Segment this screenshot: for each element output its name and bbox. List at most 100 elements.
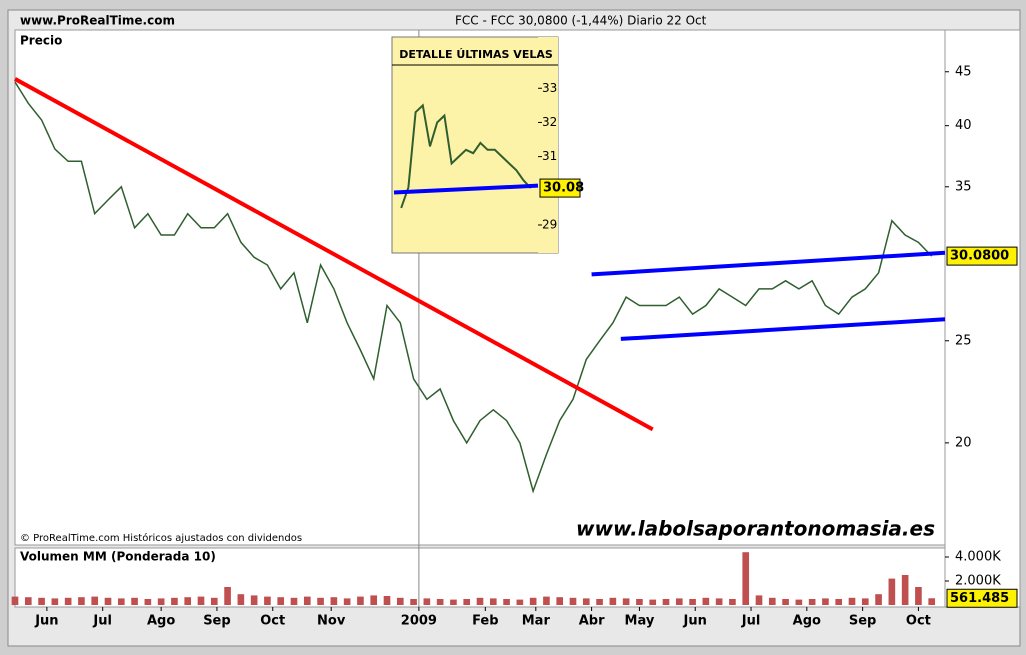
x-tick-label: Abr: [579, 614, 605, 629]
volume-bar: [330, 597, 338, 605]
price-line: [400, 103, 532, 209]
y-tick-label: 2.000K: [955, 574, 1001, 589]
volume-bar: [875, 594, 882, 605]
volume-bar: [835, 599, 843, 605]
watermark: www.labolsaporantonomasia.es: [576, 517, 935, 541]
volume-bar: [928, 598, 936, 605]
source: © ProRealTime.com Históricos ajustados c…: [20, 532, 302, 544]
volume-bar: [224, 587, 231, 605]
x-tick-label: 2009: [401, 614, 437, 629]
y-tick-label: 20: [955, 435, 972, 450]
x-tick-label: May: [625, 614, 655, 629]
volume-bar: [370, 595, 378, 605]
volume-bar: [184, 597, 192, 605]
volume-bar: [144, 599, 152, 605]
volume-bar: [290, 597, 298, 605]
volume-bar: [476, 597, 484, 605]
volume-bar: [489, 598, 497, 605]
x-tick-label: Sep: [849, 614, 877, 629]
last-value-label: 30.08: [543, 181, 584, 196]
x-tick-label: Feb: [472, 614, 498, 629]
y-tick-label: 32: [542, 115, 557, 129]
x-tick-label: Oct: [260, 614, 285, 629]
inset-title: DETALLE ÚLTIMAS VELAS: [399, 48, 553, 61]
axis-panel: [944, 29, 1021, 608]
volume-panel: [14, 547, 946, 608]
volume-bar: [11, 596, 19, 605]
y-tick-label: 40: [955, 118, 972, 133]
volume-bar: [131, 597, 138, 605]
x-tick-label: Ago: [147, 614, 175, 629]
volume-bar: [463, 599, 471, 605]
volume-bar: [742, 552, 750, 605]
volume-bar: [78, 597, 85, 605]
volume-bar: [649, 599, 657, 605]
last-value-box: [539, 178, 581, 198]
volume-bar: [543, 596, 550, 605]
trend-line: [393, 183, 539, 195]
volume-bar: [609, 597, 617, 605]
volume-bar: [808, 599, 816, 605]
volume-bar: [768, 597, 776, 605]
volume-bar: [171, 597, 178, 605]
volume-bar: [755, 595, 763, 605]
volume-bar: [702, 597, 710, 605]
price-line: [14, 81, 933, 494]
panel-title: Precio: [20, 34, 62, 48]
y-tick-label: 35: [955, 179, 972, 194]
volume-bar: [450, 599, 457, 605]
x-tick-label: Mar: [522, 614, 551, 629]
x-tick-label: Jul: [741, 614, 761, 629]
volume-bar: [157, 598, 165, 605]
volume-bar: [715, 598, 723, 605]
volume-bar: [423, 598, 431, 605]
volume-bar: [915, 587, 922, 605]
volume-bar: [343, 598, 351, 605]
volume-bar: [662, 599, 670, 605]
volume-bar: [569, 597, 577, 605]
x-tick-label: Jun: [683, 614, 707, 629]
volume-bar: [237, 594, 245, 605]
x-tick-label: Sep: [203, 614, 231, 629]
volume-bar: [596, 599, 603, 605]
volume-bar: [516, 599, 524, 605]
trend-line: [14, 77, 654, 432]
volume-bar: [795, 599, 803, 605]
y-tick-label: 45: [955, 64, 972, 79]
volume-bar: [396, 597, 404, 605]
volume-bar: [822, 598, 829, 605]
volume-bar: [410, 599, 417, 605]
last-value-box: [946, 246, 1018, 266]
volume-bar: [51, 598, 59, 605]
y-tick-label: 4.000K: [955, 550, 1001, 565]
volume-bar: [210, 597, 218, 605]
volume-bar: [357, 596, 364, 605]
y-tick-label: 31: [542, 149, 557, 163]
site: www.ProRealTime.com: [20, 14, 175, 28]
volume-bar: [622, 598, 630, 605]
volume-bar: [901, 575, 909, 605]
volume-bar: [556, 597, 564, 605]
volume-bar: [782, 599, 789, 605]
volume-bar: [197, 596, 205, 605]
volume-bar: [24, 597, 32, 605]
y-tick-label: 25: [955, 333, 972, 348]
x-tick-label: Ago: [793, 614, 821, 629]
volume-bar: [848, 597, 856, 605]
volume-bar: [104, 597, 112, 605]
volume-bar: [675, 598, 683, 605]
quote: FCC - FCC 30,0800 (-1,44%) Diario 22 Oct: [455, 14, 707, 28]
volume-bar: [888, 578, 896, 605]
inset-panel: [391, 36, 559, 254]
x-tick-label: Jun: [34, 614, 58, 629]
trend-line: [620, 317, 946, 341]
x-tick-label: Nov: [317, 614, 346, 629]
volume-bar: [436, 599, 444, 605]
trend-line: [591, 250, 946, 277]
last-value-label: 561.485: [950, 591, 1009, 606]
y-tick-label: 29: [542, 217, 557, 231]
volume-bar: [250, 595, 258, 605]
volume-bar: [383, 596, 391, 605]
volume-bar: [303, 596, 311, 605]
